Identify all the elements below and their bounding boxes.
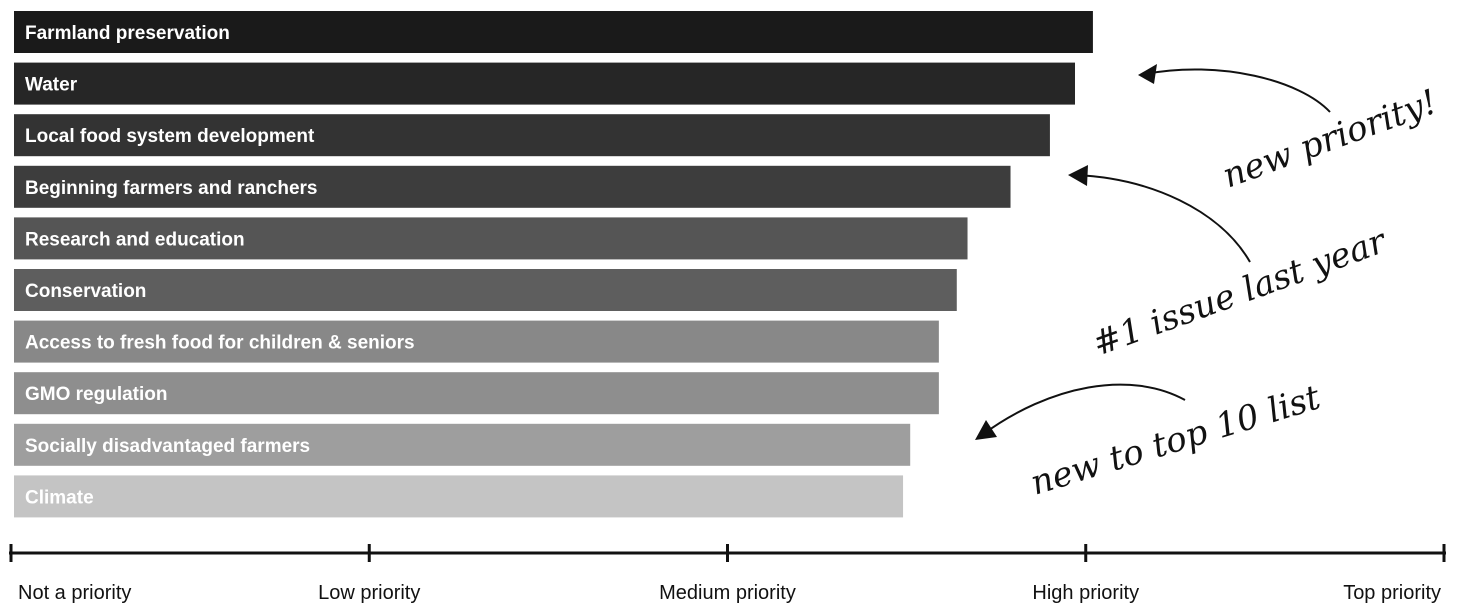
x-tick-label-not-a-priority: Not a priority: [18, 582, 131, 604]
bar-label-beginning-farmers-and-ranchers: Beginning farmers and ranchers: [25, 178, 317, 199]
annotation-arrow-socially-disadvantaged: [981, 383, 1186, 436]
bar-label-water: Water: [25, 75, 78, 96]
bar-label-local-food-system-development: Local food system development: [25, 126, 315, 147]
bar-gmo-regulation: [14, 372, 939, 415]
annotation-arrow-water: [1144, 68, 1331, 113]
bars-layer: Farmland preservation Water Local food sys…: [14, 11, 1093, 518]
bar-label-research-and-education: Research and education: [25, 229, 245, 250]
bar-socially-disadvantaged-farmers: [14, 423, 911, 466]
bar-label-conservation: Conservation: [25, 281, 146, 302]
x-tick-label-high-priority: High priority: [1032, 582, 1139, 604]
bar-climate: [14, 475, 904, 518]
arrowhead-icon: [1138, 64, 1157, 84]
bar-label-climate: Climate: [25, 487, 94, 508]
arrowhead-icon: [1068, 165, 1088, 186]
x-tick-label-low-priority: Low priority: [318, 582, 420, 604]
annotation-arrow-beginning-farmers: [1074, 174, 1251, 263]
bar-farmland-preservation: [14, 11, 1093, 53]
annotation-issue-last-year: #1 issue last year: [1087, 221, 1392, 365]
bar-local-food-system-development: [14, 114, 1050, 157]
x-tick-label-medium-priority: Medium priority: [659, 582, 796, 604]
bar-label-socially-disadvantaged-farmers: Socially disadvantaged farmers: [25, 436, 310, 457]
x-tick-label-top-priority: Top priority: [1343, 582, 1441, 604]
bar-water: [14, 62, 1076, 105]
bar-research-and-education: [14, 217, 968, 260]
x-axis: Not a priority Low priority Medium priorit…: [9, 544, 1446, 604]
annotation-new-priority: new priority!: [1217, 82, 1442, 197]
bar-access-to-fresh-food-for-children-seniors: [14, 320, 939, 363]
bar-label-gmo-regulation: GMO regulation: [25, 384, 168, 405]
arrowhead-icon: [975, 420, 997, 440]
bar-conservation: [14, 269, 957, 311]
bar-label-farmland-preservation: Farmland preservation: [25, 23, 230, 44]
bar-beginning-farmers-and-ranchers: [14, 165, 1011, 208]
bar-label-access-to-fresh-food-for-children-seniors: Access to fresh food for children & seni…: [25, 333, 415, 354]
